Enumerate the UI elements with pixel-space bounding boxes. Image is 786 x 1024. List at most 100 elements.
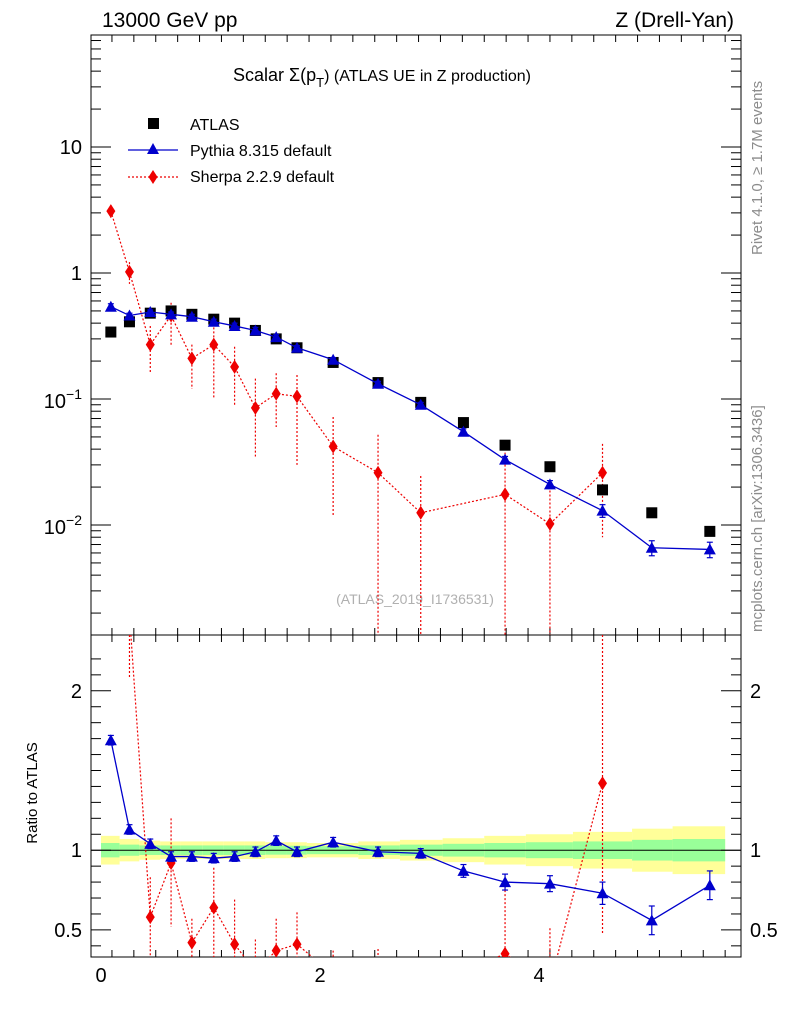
sherpa-point xyxy=(271,386,281,401)
sherpa-ratio-point xyxy=(230,937,240,952)
sherpa-point xyxy=(292,389,302,404)
sherpa-ratio-point xyxy=(500,946,510,957)
pythia-ratio-point xyxy=(207,852,220,864)
sherpa-point xyxy=(106,204,116,219)
pythia-point xyxy=(165,308,178,320)
ratio-y-tick-label-right: 0.5 xyxy=(750,920,778,942)
pythia-point xyxy=(270,331,283,343)
legend-label-atlas: ATLAS xyxy=(190,117,240,134)
pythia-point xyxy=(291,341,304,353)
sherpa-point xyxy=(250,400,260,415)
pythia-ratio-point xyxy=(543,877,556,889)
pythia-point xyxy=(207,315,220,327)
legend-marker-sherpa xyxy=(148,170,158,184)
pythia-point xyxy=(327,353,340,365)
sherpa-ratio-line xyxy=(130,635,604,957)
ratio-ylabel: Ratio to ATLAS xyxy=(24,742,41,843)
pythia-point xyxy=(228,319,241,331)
ratio-uncertainty-band xyxy=(91,826,741,875)
sherpa-ratio-point xyxy=(598,776,608,791)
ratio-y-tick-label: 2 xyxy=(71,681,82,703)
pythia-ratio-point xyxy=(499,876,512,888)
pythia-ratio-point xyxy=(228,850,241,862)
ratio-y-tick-label: 1 xyxy=(71,840,82,862)
pythia-point xyxy=(372,377,385,389)
y-tick-label: 1 xyxy=(71,263,82,285)
pythia-point xyxy=(703,543,716,555)
sherpa-ratio-point xyxy=(271,943,281,957)
pythia-ratio-point xyxy=(457,864,470,876)
atlas-point xyxy=(544,461,556,473)
chart-title: Scalar Σ(pT) (ATLAS UE in Z production) xyxy=(233,65,531,90)
sherpa-ratio-point xyxy=(145,910,155,925)
legend-label-pythia: Pythia 8.315 default xyxy=(190,143,332,160)
ratio-y-tick-label-right: 2 xyxy=(750,681,761,703)
y-tick-label: 10−2 xyxy=(44,512,82,539)
pythia-point xyxy=(185,310,198,322)
ratio-panel-data xyxy=(104,635,716,957)
header-left: 13000 GeV pp xyxy=(102,9,237,32)
pythia-ratio-point xyxy=(372,845,385,857)
pythia-point xyxy=(249,324,262,336)
pythia-ratio-point xyxy=(327,836,340,848)
sherpa-point xyxy=(598,465,608,480)
pythia-ratio-point xyxy=(703,879,716,891)
pythia-ratio-point xyxy=(291,845,304,857)
y-tick-label: 10 xyxy=(60,137,82,159)
legend-label-sherpa: Sherpa 2.2.9 default xyxy=(190,169,335,186)
pythia-point xyxy=(414,398,427,410)
legend: ATLAS Pythia 8.315 default Sherpa 2.2.9 … xyxy=(128,117,335,186)
pythia-ratio-point xyxy=(249,845,262,857)
atlas-point xyxy=(499,439,511,451)
ratio-y-tick-label-right: 1 xyxy=(750,840,761,862)
sherpa-point xyxy=(416,505,426,520)
analysis-watermark: (ATLAS_2019_I1736531) xyxy=(336,591,494,607)
ratio-y-tick-label: 0.5 xyxy=(54,920,82,942)
pythia-ratio-line xyxy=(110,740,711,922)
x-tick-label: 4 xyxy=(533,965,544,987)
sherpa-point xyxy=(145,337,155,352)
sherpa-point xyxy=(124,264,134,279)
main-panel-frame xyxy=(90,34,742,636)
sherpa-point xyxy=(209,337,219,352)
axis-ticks: 0 2 4 10 1 10−1 10−2 2 2 1 1 0.5 0.5 xyxy=(44,35,778,987)
atlas-point xyxy=(457,417,469,429)
sherpa-ratio-point xyxy=(292,937,302,952)
pythia-ratio-point xyxy=(185,850,198,862)
ratio-panel-frame xyxy=(90,634,742,958)
sherpa-ratio-point xyxy=(187,935,197,950)
sherpa-point xyxy=(500,487,510,502)
pythia-ratio-point xyxy=(596,887,609,899)
sherpa-point xyxy=(187,351,197,366)
sherpa-line xyxy=(110,210,603,525)
rivet-label: Rivet 4.1.0, ≥ 1.7M events xyxy=(749,81,766,255)
legend-marker-pythia xyxy=(147,143,159,154)
pythia-ratio-point xyxy=(123,823,136,835)
sherpa-point xyxy=(230,359,240,374)
atlas-point xyxy=(597,484,609,496)
pythia-ratio-point xyxy=(270,834,283,846)
mcplots-label: mcplots.cern.ch [arXiv:1306.3436] xyxy=(749,405,766,632)
x-tick-label: 2 xyxy=(314,965,325,987)
pythia-ratio-point xyxy=(414,847,427,859)
pythia-point xyxy=(123,309,136,321)
pythia-point xyxy=(499,453,512,465)
sherpa-point xyxy=(545,516,555,531)
pythia-point xyxy=(596,504,609,516)
sherpa-ratio-point xyxy=(209,900,219,915)
atlas-point xyxy=(646,507,658,519)
pythia-point xyxy=(457,425,470,437)
atlas-point xyxy=(105,326,117,338)
header-right: Z (Drell-Yan) xyxy=(615,9,734,32)
pythia-ratio-point xyxy=(165,850,178,862)
pythia-point xyxy=(104,300,117,312)
pythia-point xyxy=(144,306,157,318)
legend-marker-atlas xyxy=(148,118,159,129)
y-tick-label: 10−1 xyxy=(44,386,82,413)
sherpa-point xyxy=(373,465,383,480)
pythia-point xyxy=(543,478,556,490)
sherpa-point xyxy=(328,439,338,454)
pythia-line xyxy=(110,306,710,551)
